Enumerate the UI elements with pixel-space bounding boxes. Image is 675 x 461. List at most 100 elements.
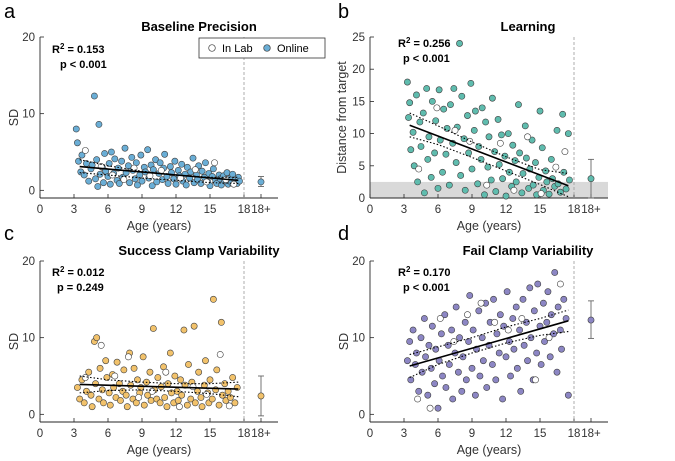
panel-b-online-point [409, 128, 417, 136]
panel-d-online-point [509, 315, 517, 322]
panel-c-online-point [197, 394, 205, 401]
panel-b-online-point [465, 149, 472, 157]
panel-a-adult-mean [257, 178, 265, 186]
panel-b-online-point [406, 99, 414, 107]
panel-d-ci-upper [409, 309, 569, 356]
panel-c-online-point [202, 357, 209, 365]
panel-a-y-tick-label: 20 [22, 32, 35, 44]
panel-d-online-point [439, 372, 446, 380]
panel-d-x-tick-label: 3 [401, 428, 407, 440]
panel-d-online-point [541, 338, 548, 345]
panel-b-online-point [553, 126, 561, 134]
panel-d-online-point [437, 330, 445, 338]
panel-c-online-point [171, 372, 179, 380]
panel-c-online-point [191, 399, 199, 407]
panel-a-online-point [78, 151, 86, 159]
panel-a-online-point [108, 148, 115, 156]
panel-d-online-point [551, 269, 559, 276]
panel-b-inlab-point [552, 163, 560, 171]
panel-c-online-point [187, 395, 195, 403]
panel-d-online-point [456, 334, 463, 342]
panel-b-online-point [509, 141, 517, 149]
panel-c-inlab-point [162, 368, 170, 376]
panel-b-online-point [475, 143, 483, 150]
panel-b-x-tick-label: 3 [401, 204, 407, 216]
panel-a-online-point [136, 171, 144, 179]
panel-b-online-point [502, 192, 510, 200]
panel-a-online-point [101, 150, 108, 157]
panel-d-online-point [495, 349, 503, 357]
panel-c-online-point [208, 395, 216, 403]
panel-b-online-point [419, 109, 427, 117]
panel-b-x-tick-label: 12 [500, 204, 513, 216]
panel-a-x-tick-label: 3 [71, 204, 77, 216]
panel-a-online-point [92, 175, 99, 183]
panel-c-online-point [146, 368, 154, 376]
panel-a-inlab-point [211, 159, 218, 167]
panel-d-x-axis-label: Age (years) [457, 443, 522, 457]
panel-c-online-point [123, 403, 131, 411]
panel-b-online-point [413, 91, 420, 99]
panel-c-online-point [102, 357, 110, 365]
panel-c-inlab-point [189, 383, 197, 391]
panel-d-online-point [468, 364, 476, 372]
panel-b-online-point [499, 175, 506, 183]
panel-c-online-point [93, 334, 101, 342]
panel-c-online-point [80, 399, 88, 407]
panel-d-online-point [425, 341, 433, 349]
panel-c-online-point [163, 403, 171, 411]
panel-c-x-tick-label-adult: 18+ [251, 428, 271, 440]
panel-b-x-tick-label: 6 [435, 204, 441, 216]
panel-a-inlab-point [120, 176, 128, 183]
panel-b-online-point [423, 85, 431, 92]
panel-a-online-point [164, 180, 172, 187]
panel-c-online-point [144, 391, 152, 399]
panel-b-y-tick-label: 20 [352, 64, 365, 76]
panel-d-online-point [546, 353, 554, 361]
panel-c-r2: R2 = 0.012 [52, 265, 104, 279]
panel-c-online-point [183, 401, 191, 409]
panel-d-online-point [519, 295, 527, 303]
legend-inlab-marker [208, 44, 216, 52]
panel-letter-c: c [4, 223, 14, 245]
panel-a-online-point [95, 121, 103, 128]
panel-c-online-point [76, 395, 84, 403]
panel-c-inlab-point [111, 372, 119, 380]
panel-c-online-point [180, 326, 188, 334]
panel-b-online-point [538, 144, 546, 152]
panel-d-online-point [469, 326, 477, 334]
panel-b-title: Learning [501, 19, 556, 34]
panel-b-online-point [566, 176, 573, 184]
panel-c-x-axis-label: Age (years) [127, 443, 192, 457]
panel-c-chart: 0 3 6 9 12 15 18 18+ 0 10 20 Age (years) SD [7, 256, 278, 457]
panel-a-y-tick-label: 10 [22, 109, 35, 121]
panel-d-inlab-point [557, 280, 564, 288]
panel-c-online-point [231, 399, 239, 407]
panel-c-title: Success Clamp Variability [118, 243, 280, 258]
panel-d-inlab-point [504, 326, 512, 334]
panel-letter-a: a [4, 1, 16, 23]
panel-a-online-point [100, 179, 107, 187]
panel-a-online-point [121, 144, 129, 152]
panel-d-online-point [407, 376, 415, 384]
panel-b-chart: 0 3 6 9 12 15 18 18+ 0 5 10 15 20 25 Age (years) Distan… [335, 32, 608, 233]
panel-b-inlab-point [510, 186, 518, 194]
panel-b-online-point [461, 186, 469, 194]
panel-a-inlab-point [81, 147, 89, 154]
panel-d-online-point [513, 364, 521, 372]
panel-b-online-point [434, 184, 442, 192]
panel-d-fit-line [409, 320, 569, 367]
panel-b-online-point [532, 159, 539, 166]
panel-a-inlab-point [230, 180, 238, 188]
panel-d-online-point [564, 391, 572, 399]
panel-a-online-point [202, 159, 209, 167]
panel-a-online-point [126, 179, 133, 187]
panel-a-y-tick-label: 0 [29, 185, 35, 197]
panel-b-online-point [478, 104, 486, 112]
panel-d-online-point [409, 326, 417, 334]
panel-c-online-point [206, 376, 214, 384]
panel-b-online-point [467, 79, 475, 87]
panel-a-online-point [128, 153, 136, 161]
panel-d-chart: 0 3 6 9 12 15 18 18+ 0 10 20 Age (years) SD [337, 256, 608, 457]
panel-c-x-tick-label: 18 [238, 428, 251, 440]
